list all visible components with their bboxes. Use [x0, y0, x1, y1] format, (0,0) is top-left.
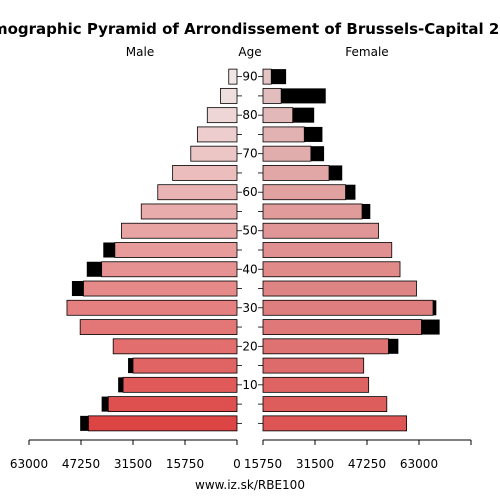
female-excess-bar [281, 88, 326, 104]
male-bar [83, 280, 238, 297]
female-excess-bar [433, 300, 437, 316]
male-bar [157, 184, 238, 201]
x-tick-label: 0 [233, 457, 241, 471]
male-bar [190, 145, 238, 162]
male-header: Male [126, 45, 154, 59]
male-bar [206, 107, 238, 124]
x-tick-label: 31500 [296, 457, 334, 471]
male-bar [101, 261, 238, 278]
x-tick-label: 47250 [348, 457, 386, 471]
male-bar [140, 203, 238, 220]
x-tick-label: 15750 [166, 457, 204, 471]
male-bar [66, 299, 238, 316]
male-bar [228, 68, 238, 85]
female-excess-bar [421, 319, 440, 335]
female-bar [262, 396, 388, 413]
female-bar [262, 87, 282, 104]
age-tick-label: 70 [242, 147, 257, 161]
female-bar [262, 184, 346, 201]
male-bar [114, 242, 238, 258]
female-bar [262, 415, 408, 432]
age-tick-label: 80 [242, 108, 257, 122]
x-tick-label: 31500 [114, 457, 152, 471]
female-header: Female [345, 45, 388, 59]
age-tick-label: 30 [242, 301, 257, 315]
age-tick-label: 20 [242, 339, 257, 353]
female-bar [262, 107, 294, 124]
female-excess-bar [271, 69, 287, 85]
x-tick-label: 63000 [10, 457, 48, 471]
female-bar [262, 261, 401, 278]
female-bar [262, 338, 389, 355]
female-excess-bar [362, 203, 371, 219]
female-excess-bar [310, 146, 325, 162]
male-bar [132, 357, 238, 374]
male-bar [122, 376, 238, 393]
age-header: Age [238, 45, 261, 59]
x-tick-label: 47250 [62, 457, 100, 471]
female-bar [262, 242, 393, 258]
female-bar [262, 299, 434, 316]
male-bar [88, 415, 238, 432]
female-excess-bar [388, 338, 399, 354]
age-tick-label: 50 [242, 224, 257, 238]
male-bar [79, 319, 238, 335]
female-bar [262, 126, 305, 143]
male-excess-bar [101, 396, 109, 412]
male-excess-bar [86, 261, 102, 277]
age-tick-label: 60 [242, 185, 257, 199]
female-bar [262, 203, 363, 220]
male-bar [112, 338, 238, 355]
male-excess-bar [80, 415, 89, 431]
male-bar [121, 222, 238, 239]
footer-text: www.iz.sk/RBE100 [195, 478, 305, 492]
male-excess-bar [118, 377, 124, 393]
male-excess-bar [103, 242, 115, 258]
female-excess-bar [329, 165, 343, 181]
female-bar [262, 222, 379, 239]
age-tick-label: 40 [242, 262, 257, 276]
female-excess-bar [292, 107, 315, 123]
female-bar [262, 68, 272, 85]
male-bar [196, 126, 238, 143]
age-tick-label: 90 [242, 70, 257, 84]
female-bar [262, 376, 370, 393]
female-bar [262, 357, 365, 374]
female-bar [262, 319, 422, 335]
male-bar [172, 165, 238, 181]
female-bar [262, 145, 312, 162]
male-excess-bar [128, 358, 133, 374]
age-tick-label: 10 [242, 378, 257, 392]
female-bar [262, 165, 330, 181]
chart-title: Demographic Pyramid of Arrondissement of… [0, 20, 500, 38]
x-tick-label: 15750 [244, 457, 282, 471]
x-tick-label: 63000 [400, 457, 438, 471]
male-bar [220, 87, 238, 104]
female-excess-bar [345, 184, 356, 200]
bars-group [66, 68, 440, 432]
female-excess-bar [304, 126, 323, 142]
male-bar [107, 396, 238, 413]
male-excess-bar [71, 281, 84, 297]
female-bar [262, 280, 417, 297]
